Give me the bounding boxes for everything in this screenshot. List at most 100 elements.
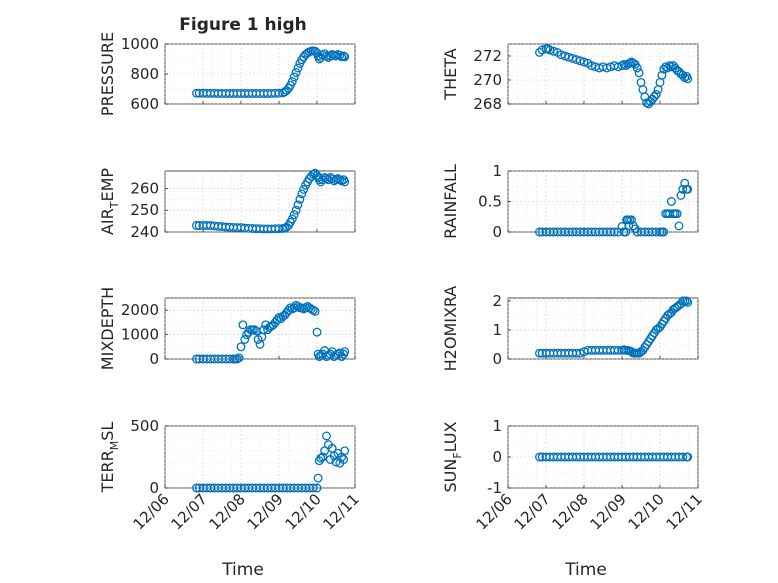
y-tick-label: 268 bbox=[473, 95, 502, 113]
data-point bbox=[549, 46, 559, 56]
data-point bbox=[316, 453, 326, 463]
data-point bbox=[331, 457, 341, 467]
data-point bbox=[678, 452, 688, 462]
data-point bbox=[320, 446, 330, 456]
data-point bbox=[310, 306, 320, 316]
data-point bbox=[676, 190, 686, 200]
data-point bbox=[683, 297, 693, 307]
data-point bbox=[234, 353, 244, 363]
data-point bbox=[678, 184, 688, 194]
data-point bbox=[564, 52, 574, 62]
x-tick-label: 12/08 bbox=[206, 490, 249, 533]
y-tick-label: 0 bbox=[149, 350, 159, 368]
data-point bbox=[556, 50, 566, 60]
x-axis-title-left: Time bbox=[221, 560, 264, 580]
y-axis-label-theta: THETA bbox=[441, 48, 460, 100]
data-point bbox=[665, 61, 674, 71]
data-point bbox=[313, 473, 323, 483]
y-tick-label: 0 bbox=[492, 223, 502, 241]
data-point bbox=[617, 61, 627, 71]
data-point bbox=[192, 221, 201, 230]
data-point bbox=[312, 327, 322, 337]
y-tick-label: 0 bbox=[149, 479, 159, 497]
data-point bbox=[232, 354, 242, 364]
data-point bbox=[340, 177, 350, 187]
x-tick-label: 12/10 bbox=[625, 490, 668, 533]
y-tick-label: 250 bbox=[130, 201, 159, 219]
x-tick-label: 12/11 bbox=[663, 490, 706, 533]
y-tick-label: 1 bbox=[492, 162, 502, 180]
data-point bbox=[560, 51, 570, 61]
data-point bbox=[240, 335, 250, 344]
data-point bbox=[579, 57, 589, 67]
data-point bbox=[535, 452, 544, 462]
y-tick-label: 500 bbox=[130, 417, 159, 435]
data-point bbox=[649, 92, 659, 102]
data-point bbox=[674, 221, 684, 231]
data-point bbox=[666, 197, 676, 206]
data-point bbox=[627, 215, 636, 225]
data-point bbox=[295, 194, 305, 204]
y-tick-label: 0 bbox=[492, 350, 502, 368]
data-point bbox=[337, 352, 347, 362]
data-point bbox=[291, 205, 301, 215]
data-point bbox=[318, 452, 328, 462]
y-axis-label-pressure: PRESSURE bbox=[98, 32, 117, 116]
data-point bbox=[545, 45, 555, 55]
y-tick-label: 1 bbox=[492, 321, 502, 339]
x-tick-label: 12/10 bbox=[282, 490, 325, 533]
data-point bbox=[312, 483, 322, 493]
data-point bbox=[274, 88, 284, 98]
data-point bbox=[625, 58, 635, 68]
y-tick-label: 272 bbox=[473, 47, 502, 65]
data-point bbox=[683, 74, 693, 84]
subplot-rainfall: 0 0.5 1 RAINFALL bbox=[441, 162, 699, 241]
data-point bbox=[340, 446, 350, 456]
y-tick-label: 240 bbox=[130, 223, 159, 241]
data-point bbox=[284, 305, 293, 315]
data-point bbox=[568, 53, 578, 63]
data-point bbox=[259, 325, 269, 335]
data-point bbox=[535, 227, 544, 237]
data-point bbox=[543, 44, 553, 54]
y-tick-label: 2000 bbox=[121, 301, 159, 319]
data-point bbox=[301, 303, 311, 313]
x-tick-label: 12/07 bbox=[168, 490, 211, 533]
y-tick-label: -1 bbox=[487, 479, 502, 497]
data-point bbox=[335, 50, 345, 60]
y-axis-label-mixdepth: MIXDEPTH bbox=[98, 287, 117, 370]
y-tick-label: 260 bbox=[130, 179, 159, 197]
data-point bbox=[310, 46, 320, 56]
data-point bbox=[634, 68, 644, 78]
data-point bbox=[682, 296, 692, 306]
data-point bbox=[657, 70, 667, 80]
subplot-sun-flux: -101SUNFLUX12/0612/0712/0812/0912/1012/1… bbox=[441, 417, 706, 533]
figure-title: Figure 1 high bbox=[179, 15, 307, 35]
data-point bbox=[287, 77, 297, 86]
y-tick-label: 0.5 bbox=[478, 193, 502, 211]
y-tick-label: 600 bbox=[130, 95, 159, 113]
data-point bbox=[297, 189, 307, 199]
y-tick-label: 1000 bbox=[121, 35, 159, 53]
data-point bbox=[339, 455, 349, 464]
subplot-h2omixra: 0 1 2 H2OMIXRA bbox=[441, 286, 699, 371]
subplot-terr-msl: 0500TERRMSL12/0612/0712/0812/0912/1012/1… bbox=[98, 417, 363, 533]
data-point bbox=[308, 305, 318, 315]
data-point bbox=[293, 200, 303, 210]
y-tick-label: 1000 bbox=[121, 326, 159, 344]
y-tick-label: 270 bbox=[473, 71, 502, 89]
y-tick-label: 2 bbox=[492, 292, 502, 310]
data-point bbox=[289, 210, 299, 220]
data-point bbox=[322, 431, 331, 441]
data-point bbox=[683, 452, 693, 462]
x-tick-label: 12/09 bbox=[244, 490, 287, 533]
data-point bbox=[571, 55, 581, 65]
data-point bbox=[192, 88, 201, 98]
y-tick-label: 1 bbox=[492, 417, 502, 435]
data-point bbox=[535, 47, 544, 57]
data-point bbox=[683, 184, 693, 194]
